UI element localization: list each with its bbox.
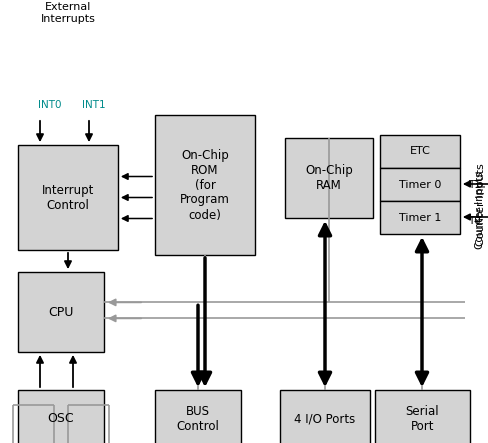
Bar xyxy=(375,390,470,443)
Text: Timer 0: Timer 0 xyxy=(399,179,441,190)
Text: INT0: INT0 xyxy=(38,100,61,110)
Bar xyxy=(18,272,104,352)
Text: ETC: ETC xyxy=(409,147,430,156)
Text: T0: T0 xyxy=(468,215,481,225)
Text: Interrupt
Control: Interrupt Control xyxy=(42,183,94,211)
Text: On-Chip
ROM
(for
Program
code): On-Chip ROM (for Program code) xyxy=(180,148,230,222)
Bar xyxy=(380,135,460,168)
Bar xyxy=(380,201,460,234)
Bar xyxy=(280,390,370,443)
Bar xyxy=(285,138,373,218)
Text: OSC: OSC xyxy=(48,412,74,425)
Text: On-Chip
RAM: On-Chip RAM xyxy=(305,164,353,192)
Text: Timer 1: Timer 1 xyxy=(399,213,441,222)
Text: Counter Inputs: Counter Inputs xyxy=(476,163,486,246)
Bar xyxy=(155,390,241,443)
Bar xyxy=(18,390,104,443)
Text: CPU: CPU xyxy=(48,306,74,319)
Text: Counter Inputs: Counter Inputs xyxy=(475,171,485,249)
Bar xyxy=(155,115,255,255)
Bar xyxy=(18,145,118,250)
Text: BUS
Control: BUS Control xyxy=(177,405,220,433)
Text: T1: T1 xyxy=(468,179,481,190)
Text: 4 I/O Ports: 4 I/O Ports xyxy=(294,412,356,425)
Text: INT1: INT1 xyxy=(82,100,105,110)
Text: Serial
Port: Serial Port xyxy=(406,405,439,433)
Bar xyxy=(380,168,460,201)
Text: External
Interrupts: External Interrupts xyxy=(41,2,96,24)
